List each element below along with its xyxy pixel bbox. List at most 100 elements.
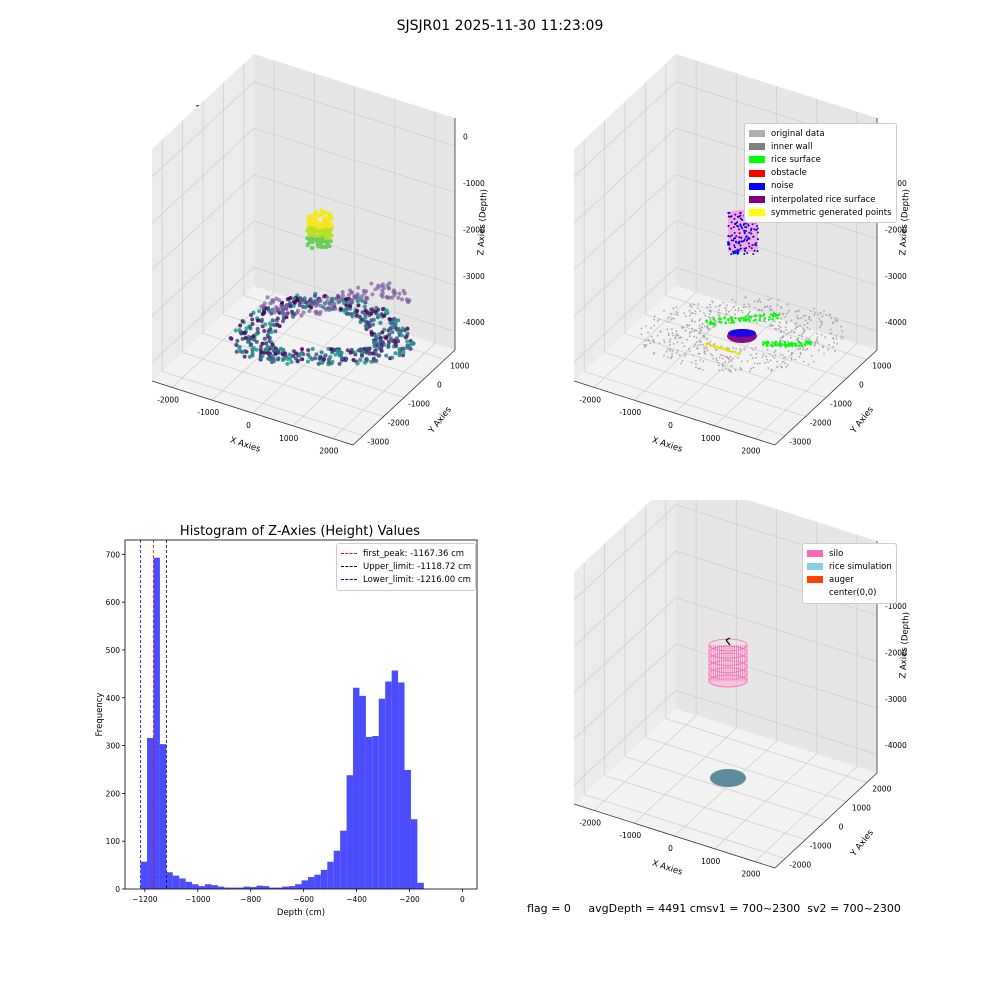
scatter-point [405,339,410,344]
original-data-point [684,329,687,332]
original-data-point [669,348,672,350]
original-data-point [802,348,804,351]
histogram-bar [159,744,167,889]
noise-point [727,215,730,218]
noise-point [752,252,755,255]
scatter-point [300,300,305,305]
original-data-point [711,301,714,304]
scatter-point [268,357,273,362]
scatter-point [396,330,401,335]
original-data-point [691,327,694,330]
noise-point [748,231,751,234]
scatter-point [384,308,389,313]
original-data-point [714,324,717,327]
histogram-bar [185,881,193,889]
z-tick-label: -3000 [463,272,485,281]
grid-line [223,314,425,379]
x-tick-label: 1000 [701,857,720,866]
scatter-point [247,354,252,359]
original-data-point [663,339,665,341]
original-data-point [749,353,752,356]
rice-surface-point [748,319,751,322]
scatter-point [305,359,310,364]
original-data-point [755,356,757,359]
scatter-point [387,332,392,337]
original-data-point [785,312,788,315]
original-data-point [760,309,763,311]
original-data-point [676,341,679,344]
original-data-point [784,356,787,359]
scatter-point [393,318,398,323]
original-data-point [715,359,718,362]
original-data-point [696,347,699,350]
original-data-point [833,341,835,344]
scatter-point [324,245,329,250]
grid-line [674,317,777,414]
original-data-point [714,319,716,322]
scatter-point [317,312,322,317]
original-data-point [705,346,708,349]
y-tick-label: 400 [106,694,121,703]
original-data-point [650,335,653,338]
scatter-point [337,361,342,366]
scatter-point [396,318,401,323]
original-data-point [802,327,805,330]
rice-surface-point [771,341,774,344]
legend-label: obstacle [771,168,807,179]
rice-surface-point [734,316,737,320]
rice-surface-point [762,313,766,316]
original-data-point [718,312,721,314]
scatter-point [355,299,360,304]
scatter-point [319,239,324,244]
original-data-point [829,332,832,335]
y-tick-label: -2000 [388,419,410,428]
noise-point [744,230,747,233]
legend-entry: noise [749,180,892,193]
x-tick-label: -2000 [157,395,179,404]
noise-point [743,252,746,255]
original-data-point [836,342,839,345]
original-data-point [762,353,765,356]
scatter-point [307,302,312,307]
rice-surface-point [778,344,781,347]
original-data-point [805,336,808,339]
scatter-point [396,326,401,331]
original-data-point [715,349,718,351]
original-data-point [790,356,793,359]
original-data-point [816,336,819,339]
x-tick-label: −1000 [185,895,211,904]
scatter-point [299,313,304,318]
scatter-point [255,326,260,331]
scatter-point [318,298,323,303]
original-data-point [730,359,733,362]
original-data-point [666,328,669,331]
scatter-point [355,361,360,366]
original-data-point [710,353,712,355]
original-data-point [720,345,723,348]
histogram-bar [333,850,341,889]
scatter-point [386,344,391,349]
original-data-point [702,360,705,363]
original-data-point [804,319,807,322]
original-data-point [684,353,687,356]
original-data-point [698,327,701,330]
z-tick-label: -4000 [463,318,485,327]
y-axis-label: Y Axies [848,828,876,860]
original-data-point [808,328,811,331]
noise-point [740,225,743,228]
x-tick-label: -1000 [619,831,641,840]
scatter-point [329,216,334,221]
legend-entry: original data [749,127,892,140]
scatter-point [349,290,354,295]
noise-point [729,248,732,251]
scatter-point [343,309,348,314]
original-data-point [830,317,833,319]
y-tick-label: 600 [106,598,121,607]
original-data-point [696,307,699,309]
scatter-point [324,235,329,240]
scatter-point [282,305,287,310]
y-tick-label: 700 [106,550,121,559]
scatter-point [291,353,296,358]
y-tick-label: -1000 [408,400,430,409]
rice-surface-point [769,313,773,316]
